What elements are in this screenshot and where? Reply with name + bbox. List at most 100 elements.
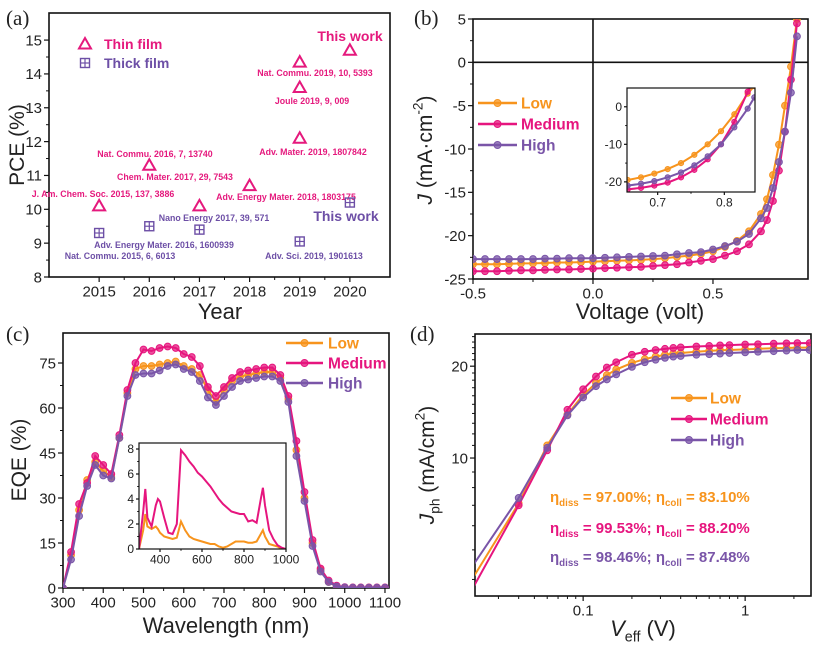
efficiency-annotation: ηdiss = 99.53%; ηcoll = 88.20%	[550, 520, 750, 540]
y-tick-label: 60	[39, 400, 56, 417]
data-point-medium	[212, 392, 220, 400]
data-point-medium	[252, 365, 261, 373]
data-point-medium	[721, 251, 729, 260]
legend-marker	[300, 359, 309, 367]
x-axis-label-part: eff	[625, 630, 641, 645]
data-point-high	[745, 230, 753, 238]
data-point-low	[664, 165, 671, 173]
data-point-low	[139, 362, 148, 370]
data-point-low	[147, 362, 156, 370]
data-point-high	[228, 383, 236, 391]
data-point-high	[284, 398, 293, 406]
data-point-high	[673, 250, 681, 259]
data-point-high	[252, 374, 261, 382]
y-tick-label: 14	[25, 66, 42, 83]
data-point-high	[651, 355, 660, 364]
x-tick-label: 2018	[233, 283, 266, 300]
data-point-triangle	[292, 130, 308, 144]
data-point-medium	[577, 265, 585, 273]
data-point-high	[505, 255, 513, 263]
data-point-high	[131, 371, 140, 379]
data-point-low	[704, 141, 711, 148]
data-point-medium	[782, 339, 791, 348]
y-tick-label: -20	[444, 228, 466, 245]
legend-item-low: Low	[286, 336, 360, 353]
legend-marker	[493, 120, 502, 128]
data-point-high	[754, 347, 762, 356]
efficiency-annotation: ηdiss = 98.46%; ηcoll = 87.48%	[550, 549, 750, 569]
data-point-medium	[171, 344, 180, 352]
series-high	[63, 360, 389, 588]
y-tick-label: 0	[48, 580, 56, 597]
data-point-high	[805, 346, 811, 354]
data-point-high	[775, 158, 783, 166]
plot-frame	[62, 332, 390, 589]
legend-label: Medium	[328, 356, 387, 373]
data-point-high	[187, 368, 196, 376]
data-point-triangle	[91, 197, 107, 212]
panel-a: (a) 2015 2016 2017 2018 2019 2020 8 9 10 11 12 13 14 1…	[6, 6, 391, 324]
data-point-medium	[716, 341, 724, 350]
data-point-high	[565, 254, 573, 263]
data-point-high	[625, 253, 633, 261]
data-point-medium	[553, 265, 561, 274]
y-tick-label: -10	[444, 141, 466, 158]
efficiency-annotation-part: η	[550, 489, 559, 506]
data-point-high	[751, 94, 755, 101]
data-point-high	[179, 365, 188, 373]
data-point-medium	[139, 345, 148, 354]
data-point-high	[163, 362, 172, 370]
legend-label: Low	[710, 391, 742, 408]
data-point-medium	[745, 240, 753, 249]
data-point-high	[115, 434, 124, 442]
series-medium	[139, 447, 286, 549]
legend-item-medium: Medium	[286, 356, 387, 373]
x-tick-label: 2019	[283, 283, 316, 300]
data-point-high	[627, 182, 631, 189]
legend-label: Thick film	[104, 55, 169, 71]
data-point-high	[220, 392, 228, 400]
series-high	[473, 32, 801, 263]
data-point-medium	[661, 344, 669, 353]
point-annotation: Nat. Commu. 2015, 6, 6013	[65, 251, 176, 261]
data-point-medium	[601, 264, 609, 273]
y-axis-label-part: ph	[427, 499, 442, 514]
data-point-medium	[651, 346, 660, 354]
data-point-high	[99, 471, 108, 480]
x-tick-label: 2020	[333, 283, 366, 300]
data-point-medium	[769, 339, 778, 348]
data-point-boxed-plus	[144, 221, 155, 232]
y-axis-label-part: )	[416, 406, 439, 413]
point-annotation: Nano Energy 2017, 39, 571	[159, 213, 270, 223]
data-point-high	[602, 375, 611, 384]
series-high	[627, 94, 755, 189]
plot-frame	[138, 442, 287, 550]
legend-label: Low	[521, 96, 553, 113]
data-point-high	[763, 204, 771, 212]
data-point-medium	[244, 366, 253, 375]
legend-label: High	[328, 376, 362, 393]
data-point-high	[704, 153, 711, 160]
y-tick-label: -15	[444, 185, 466, 202]
x-axis-label: Year	[198, 299, 242, 324]
data-point-medium	[733, 247, 741, 256]
data-point-medium	[473, 267, 477, 276]
data-point-high	[340, 583, 349, 588]
data-point-high	[613, 253, 621, 262]
efficiency-annotation-part: diss	[559, 498, 579, 509]
legend-marker	[493, 99, 502, 107]
y-tick-label: 8	[127, 442, 134, 456]
data-point-high	[244, 375, 253, 384]
data-point-medium	[228, 374, 236, 382]
data-point-high	[155, 366, 164, 375]
data-point-medium	[692, 342, 701, 351]
data-point-medium	[589, 264, 597, 273]
series-medium	[627, 88, 752, 192]
data-point-high	[589, 254, 597, 263]
data-point-high	[473, 255, 477, 263]
x-tick-label: 800	[252, 594, 277, 611]
data-point-high	[543, 443, 552, 452]
x-tick-label: 500	[131, 594, 156, 611]
series-line-medium	[139, 447, 286, 549]
